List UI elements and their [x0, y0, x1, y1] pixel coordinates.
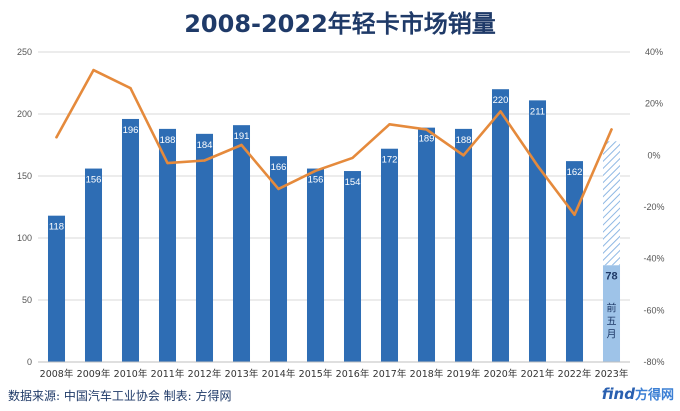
- bar-data-label: 156: [308, 175, 324, 186]
- x-tick-label: 2022年: [558, 368, 592, 380]
- bar: [565, 161, 584, 362]
- projected-bar-segment: [602, 141, 621, 266]
- partial-bar-annotation-char: 月: [607, 328, 617, 340]
- y-right-tick-label: -80%: [643, 357, 664, 367]
- partial-bar-data-label: 78: [605, 270, 617, 282]
- bar: [195, 133, 214, 362]
- bar: [47, 215, 66, 362]
- bar-data-label: 166: [271, 162, 287, 173]
- line-point: [203, 159, 206, 162]
- x-tick-label: 2010年: [114, 368, 148, 380]
- bar: [528, 100, 547, 363]
- y-left-tick-label: 200: [17, 109, 32, 119]
- bar: [491, 89, 510, 362]
- bar-data-label: 189: [419, 134, 435, 145]
- x-tick-label: 2020年: [484, 368, 518, 380]
- bar-data-label: 188: [160, 135, 176, 146]
- x-tick-label: 2009年: [77, 368, 111, 380]
- x-tick-label: 2017年: [373, 368, 407, 380]
- y-left-tick-label: 0: [27, 357, 32, 367]
- line-point: [610, 128, 613, 131]
- bar-series: [47, 89, 621, 363]
- source-note: 数据来源: 中国汽车工业协会 制表: 方得网: [8, 389, 232, 403]
- line-point: [536, 164, 539, 167]
- line-point: [499, 110, 502, 113]
- line-point: [92, 68, 95, 72]
- y-right-tick-label: 40%: [645, 47, 663, 57]
- x-tick-label: 2013年: [225, 368, 259, 380]
- y-left-tick-label: 100: [17, 233, 32, 243]
- bar: [454, 128, 473, 362]
- line-point: [166, 161, 169, 165]
- partial-bar: [602, 265, 621, 362]
- x-tick-label: 2008年: [40, 368, 74, 380]
- bar: [343, 171, 362, 362]
- watermark-cn: 方得网: [634, 388, 674, 403]
- line-point: [351, 156, 354, 160]
- line-point: [425, 128, 428, 131]
- line-point: [277, 187, 280, 191]
- axes: 0 50 100 150 200 250 -80% -60% -40% -20% 0% 20% 40% 2…: [17, 47, 665, 380]
- bar-data-label: 118: [49, 222, 64, 233]
- bar: [121, 118, 140, 363]
- bar: [84, 168, 103, 362]
- y-right-tick-label: 20%: [645, 99, 663, 109]
- y-right-tick-label: 0%: [647, 150, 660, 160]
- y-left-tick-label: 150: [17, 171, 32, 181]
- y-left-tick-label: 250: [17, 47, 32, 57]
- y-right-tick-label: -60%: [643, 305, 664, 315]
- bar: [306, 168, 325, 362]
- partial-bar-annotation-char: 五: [607, 316, 617, 327]
- line-point: [314, 169, 317, 173]
- x-tick-label: 2014年: [262, 368, 296, 380]
- bar: [158, 128, 177, 362]
- bar-data-label: 154: [345, 177, 361, 188]
- x-tick-label: 2019年: [447, 368, 481, 380]
- x-tick-label: 2018年: [410, 368, 444, 380]
- x-tick-label: 2016年: [336, 368, 370, 380]
- growth-rate-line: [55, 68, 613, 217]
- y-left-tick-label: 50: [22, 295, 32, 305]
- bar: [380, 148, 399, 362]
- y-right-tick-label: -20%: [643, 202, 664, 212]
- x-tick-label: 2012年: [188, 368, 222, 380]
- watermark-logo: find方得网: [602, 384, 674, 403]
- x-tick-label: 2023年: [595, 368, 629, 380]
- partial-bar-annotation-char: 前: [607, 301, 617, 314]
- x-tick-label: 2011年: [151, 368, 185, 380]
- y-right-tick-label: -40%: [643, 254, 664, 264]
- bar-data-label: 191: [234, 131, 250, 142]
- bar: [417, 127, 436, 362]
- line-point: [462, 154, 465, 157]
- bar-data-label: 162: [567, 167, 583, 178]
- bar: [232, 125, 251, 362]
- data-labels: 118 156 196 188 184 191 166 156 154 172 189 188 220 2…: [49, 95, 618, 340]
- bar-data-label: 156: [86, 175, 102, 186]
- bar-data-label: 220: [493, 95, 509, 106]
- line-point: [573, 213, 576, 216]
- chart-title: 2008-2022年轻卡市场销量: [184, 10, 496, 38]
- line-point: [55, 136, 58, 139]
- x-tick-label: 2015年: [299, 368, 333, 380]
- x-tick-label: 2021年: [521, 368, 555, 380]
- bar-data-label: 196: [123, 125, 139, 136]
- line-series: [55, 68, 613, 217]
- bar: [269, 156, 288, 362]
- bar-data-label: 172: [382, 155, 398, 166]
- line-point: [129, 86, 132, 90]
- watermark-latin: find: [601, 385, 635, 403]
- bar-data-label: 184: [197, 140, 213, 151]
- bar-data-label: 188: [456, 135, 472, 146]
- line-point: [240, 143, 243, 147]
- line-point: [388, 123, 391, 126]
- bar-data-label: 211: [530, 106, 545, 117]
